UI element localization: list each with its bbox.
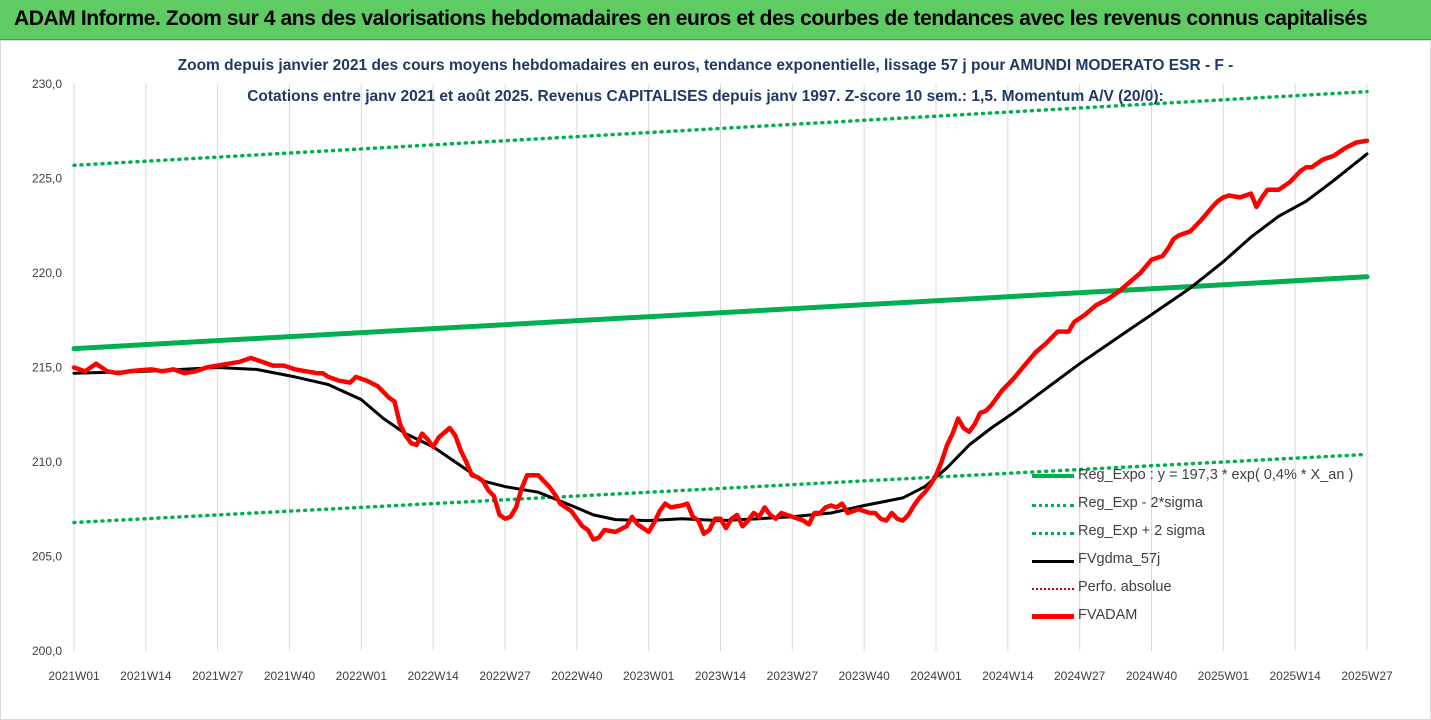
report-title: ADAM Informe. Zoom sur 4 ans des valoris… (14, 7, 1368, 30)
x-tick-label: 2021W40 (264, 669, 316, 683)
legend-swatch-fvgdma (1032, 560, 1074, 563)
legend-swatch-reg-minus (1032, 504, 1074, 507)
y-tick-label: 205,0 (32, 550, 62, 564)
series-reg-expo (71, 274, 1370, 352)
legend-label-reg-plus: Reg_Exp + 2 sigma (1078, 523, 1205, 539)
x-tick-label: 2025W14 (1269, 669, 1321, 683)
y-tick-label: 230,0 (32, 77, 62, 91)
x-tick-label: 2021W27 (192, 669, 244, 683)
x-tick-label: 2022W27 (479, 669, 531, 683)
report-banner: ADAM Informe. Zoom sur 4 ans des valoris… (0, 0, 1431, 40)
x-tick-label: 2022W01 (336, 669, 388, 683)
x-tick-label: 2024W14 (982, 669, 1034, 683)
y-tick-label: 210,0 (32, 455, 62, 469)
x-tick-label: 2023W40 (838, 669, 890, 683)
series-reg-minus-2sigma (72, 452, 1369, 525)
x-tick-label: 2022W14 (407, 669, 459, 683)
y-tick-label: 215,0 (32, 361, 62, 375)
x-tick-label: 2022W40 (551, 669, 603, 683)
x-tick-label: 2025W27 (1341, 669, 1393, 683)
x-tick-label: 2023W01 (623, 669, 675, 683)
chart-title-line-1: Zoom depuis janvier 2021 des cours moyen… (177, 57, 1234, 74)
x-tick-label: 2023W14 (695, 669, 747, 683)
legend-label-reg-expo: Reg_Expo : y = 197,3 * exp( 0,4% * X_an … (1078, 467, 1354, 483)
legend-swatch-fvadam (1032, 614, 1074, 619)
legend-label-fvadam: FVADAM (1078, 607, 1138, 623)
chart-title-line-2: Cotations entre janv 2021 et août 2025. … (247, 88, 1164, 105)
x-tick-label: 2024W01 (910, 669, 962, 683)
legend-label-fvgdma: FVgdma_57j (1078, 551, 1161, 567)
series-fvadam (71, 138, 1370, 542)
y-tick-label: 200,0 (32, 644, 62, 658)
x-tick-label: 2023W27 (767, 669, 819, 683)
legend-swatch-reg-plus (1032, 532, 1074, 535)
x-tick-label: 2021W14 (120, 669, 172, 683)
legend-label-perfo: Perfo. absolue (1078, 579, 1172, 595)
legend-swatch-reg-expo (1032, 474, 1074, 478)
legend-swatch-perfo (1032, 588, 1074, 590)
x-tick-label: 2021W01 (48, 669, 100, 683)
series-reg-plus-2sigma (72, 89, 1369, 168)
x-tick-label: 2024W27 (1054, 669, 1106, 683)
legend-label-reg-minus: Reg_Exp - 2*sigma (1078, 495, 1203, 511)
x-tick-label: 2025W01 (1198, 669, 1250, 683)
x-tick-label: 2024W40 (1126, 669, 1178, 683)
y-tick-label: 220,0 (32, 266, 62, 280)
y-tick-label: 225,0 (32, 172, 62, 186)
